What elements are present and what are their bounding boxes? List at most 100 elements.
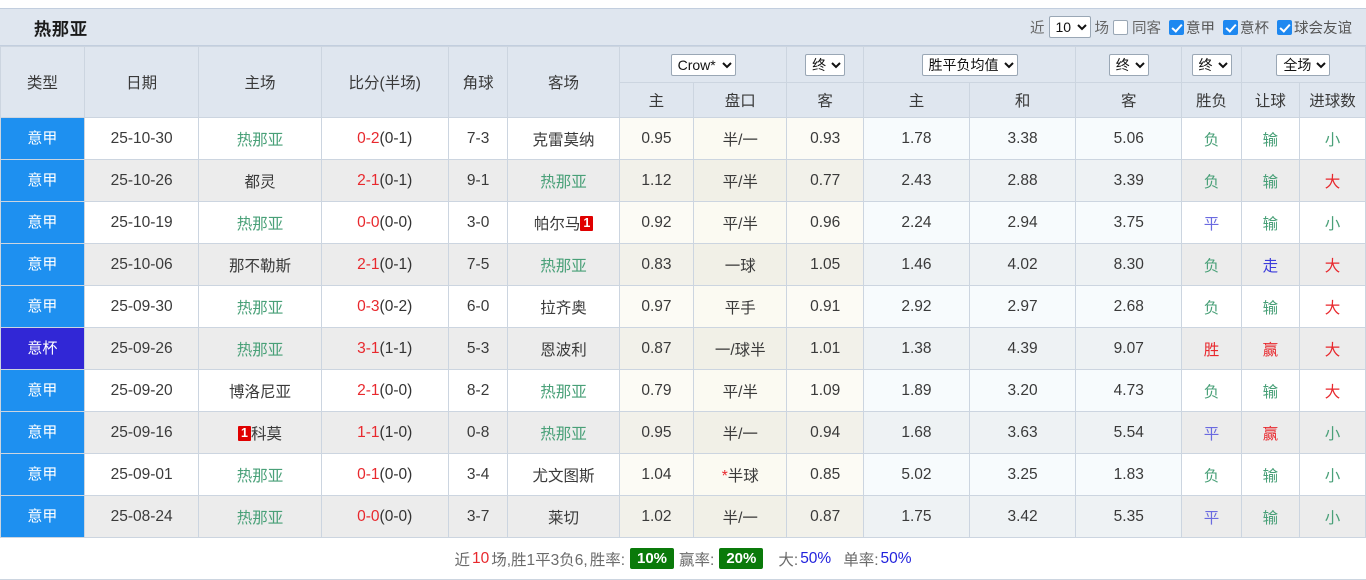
cell-type[interactable]: 意甲 <box>0 411 85 454</box>
team-name: 克雷莫纳 <box>532 131 595 149</box>
table-row[interactable]: 意甲 25-10-19 热那亚 0-0(0-0) 3-0 帕尔马 1 0.92 平/半 0.96 2… <box>0 201 1366 244</box>
cell-date: 25-09-01 <box>83 453 200 496</box>
cell-score[interactable]: 0-3(0-2) <box>320 285 449 328</box>
cell-score[interactable]: 0-0(0-0) <box>320 495 449 538</box>
cell-away-team[interactable]: 热那亚 <box>507 159 620 202</box>
col-odds-draw: 和 <box>969 82 1077 118</box>
cell-score[interactable]: 0-0(0-0) <box>320 201 449 244</box>
cell-score[interactable]: 1-1(1-0) <box>320 411 449 454</box>
cell-type[interactable]: 意甲 <box>0 159 85 202</box>
hcp-rate-label: 赢率: <box>679 551 715 569</box>
team-name: 科莫 <box>250 425 282 443</box>
cell-odds-draw: 3.25 <box>969 453 1077 496</box>
table-row[interactable]: 意甲 25-09-16 1 科莫 1-1(1-0) 0-8 热那亚 0.95 半/一 0.94 1.… <box>0 411 1366 454</box>
same-away-checkbox[interactable] <box>1113 19 1128 35</box>
cell-result-goal: 小 <box>1299 411 1366 454</box>
cell-away-team[interactable]: 恩波利 <box>507 327 620 370</box>
match-history-panel: 热那亚 近 10 场 同客 意甲 意杯 球会友谊 <box>0 0 1366 552</box>
cell-score[interactable]: 2-1(0-0) <box>320 369 449 412</box>
col-hcp-line: 盘口 <box>693 82 788 118</box>
bookmaker-select[interactable]: Crow* <box>670 53 736 76</box>
cell-score[interactable]: 2-1(0-1) <box>320 159 449 202</box>
table-row[interactable]: 意甲 25-09-01 热那亚 0-1(0-0) 3-4 尤文图斯 1.04 *半球 0.85 5… <box>0 453 1366 496</box>
cell-type[interactable]: 意甲 <box>0 495 85 538</box>
cell-type[interactable]: 意甲 <box>0 453 85 496</box>
table-row[interactable]: 意杯 25-09-26 热那亚 3-1(1-1) 5-3 恩波利 0.87 一/球半 1.01 1… <box>0 327 1366 370</box>
cell-type[interactable]: 意甲 <box>0 201 85 244</box>
cell-home-team[interactable]: 博洛尼亚 <box>198 369 322 412</box>
cell-home-team[interactable]: 都灵 <box>198 159 322 202</box>
cell-away-team[interactable]: 热那亚 <box>507 243 620 286</box>
cell-date: 25-08-24 <box>83 495 200 538</box>
table-row[interactable]: 意甲 25-09-30 热那亚 0-3(0-2) 6-0 拉齐奥 0.97 平手 0.91 2.9… <box>0 285 1366 328</box>
cell-type[interactable]: 意甲 <box>0 285 85 328</box>
cell-type[interactable]: 意甲 <box>0 369 85 412</box>
cell-result-hcp: 输 <box>1240 285 1301 328</box>
team-name: 热那亚 <box>540 425 587 443</box>
cell-odds-away: 9.07 <box>1075 327 1183 370</box>
cell-odds-home: 1.78 <box>862 117 971 160</box>
table-row[interactable]: 意甲 25-09-20 博洛尼亚 2-1(0-0) 8-2 热那亚 0.79 平/半 1.09 1… <box>0 369 1366 412</box>
cell-result-goal: 大 <box>1299 243 1366 286</box>
table-row[interactable]: 意甲 25-10-06 那不勒斯 2-1(0-1) 7-5 热那亚 0.83 一球 1.05 1.… <box>0 243 1366 286</box>
cell-odds-away: 5.06 <box>1075 117 1183 160</box>
cell-home-team[interactable]: 1 科莫 <box>198 411 322 454</box>
table-row[interactable]: 意甲 25-10-30 热那亚 0-2(0-1) 7-3 克雷莫纳 0.95 半/一 0.93 1… <box>0 117 1366 160</box>
cell-odds-draw: 2.88 <box>969 159 1077 202</box>
cell-home-team[interactable]: 热那亚 <box>198 117 322 160</box>
cell-corner: 8-2 <box>447 369 509 412</box>
cell-home-team[interactable]: 热那亚 <box>198 327 322 370</box>
recent-count-select[interactable]: 10 <box>1048 16 1091 38</box>
checkbox-friendly[interactable] <box>1277 19 1292 35</box>
result-wdl: 平 <box>1203 215 1220 233</box>
odds-type-select[interactable]: 胜平负均值 <box>921 53 1018 76</box>
hcp-phase-select[interactable]: 终 <box>805 53 846 76</box>
odds-phase-select[interactable]: 终 <box>1108 53 1149 76</box>
cell-odds-home: 1.75 <box>862 495 971 538</box>
cell-result-hcp: 输 <box>1240 201 1301 244</box>
cell-score[interactable]: 2-1(0-1) <box>320 243 449 286</box>
team-name: 都灵 <box>244 173 276 191</box>
cell-odds-draw: 3.63 <box>969 411 1077 454</box>
cell-home-team[interactable]: 那不勒斯 <box>198 243 322 286</box>
cell-home-team[interactable]: 热那亚 <box>198 201 322 244</box>
cell-home-team[interactable]: 热那亚 <box>198 285 322 328</box>
cell-hcp-home: 0.95 <box>618 411 695 454</box>
cell-hcp-line: 平手 <box>693 285 788 328</box>
result-hcp: 输 <box>1262 173 1279 191</box>
filter-coppa[interactable]: 意杯 <box>1223 17 1269 38</box>
cell-score[interactable]: 0-1(0-0) <box>320 453 449 496</box>
cell-score[interactable]: 0-2(0-1) <box>320 117 449 160</box>
odd-label: 单率: <box>843 551 879 569</box>
cell-away-team[interactable]: 尤文图斯 <box>507 453 620 496</box>
filter-friendly[interactable]: 球会友谊 <box>1277 17 1352 38</box>
goal-phase-select-cell: 终 <box>1181 46 1242 83</box>
filter-seriea[interactable]: 意甲 <box>1169 17 1215 38</box>
cell-home-team[interactable]: 热那亚 <box>198 453 322 496</box>
summary-mid: 场,胜1平3负6, <box>491 551 588 569</box>
cell-home-team[interactable]: 热那亚 <box>198 495 322 538</box>
cell-away-team[interactable]: 热那亚 <box>507 411 620 454</box>
scope-select[interactable]: 全场 <box>1276 53 1331 76</box>
page-title: 热那亚 <box>34 19 88 39</box>
cell-type[interactable]: 意甲 <box>0 243 85 286</box>
cell-away-team[interactable]: 拉齐奥 <box>507 285 620 328</box>
table-row[interactable]: 意甲 25-08-24 热那亚 0-0(0-0) 3-7 莱切 1.02 半/一 0.87 1.7… <box>0 495 1366 538</box>
cell-type[interactable]: 意杯 <box>0 327 85 370</box>
cell-odds-draw: 2.94 <box>969 201 1077 244</box>
cell-odds-home: 2.92 <box>862 285 971 328</box>
cell-away-team[interactable]: 莱切 <box>507 495 620 538</box>
cell-type[interactable]: 意甲 <box>0 117 85 160</box>
checkbox-seriea[interactable] <box>1169 19 1184 35</box>
col-home: 主场 <box>198 46 322 118</box>
cell-away-team[interactable]: 热那亚 <box>507 369 620 412</box>
cell-score[interactable]: 3-1(1-1) <box>320 327 449 370</box>
cell-away-team[interactable]: 帕尔马 1 <box>507 201 620 244</box>
result-wdl: 负 <box>1203 131 1220 149</box>
table-row[interactable]: 意甲 25-10-26 都灵 2-1(0-1) 9-1 热那亚 1.12 平/半 0.77 2.4… <box>0 159 1366 202</box>
cell-away-team[interactable]: 克雷莫纳 <box>507 117 620 160</box>
cell-corner: 5-3 <box>447 327 509 370</box>
team-count-badge: 1 <box>580 215 594 231</box>
goal-phase-select[interactable]: 终 <box>1191 53 1232 76</box>
checkbox-coppa[interactable] <box>1223 19 1238 35</box>
